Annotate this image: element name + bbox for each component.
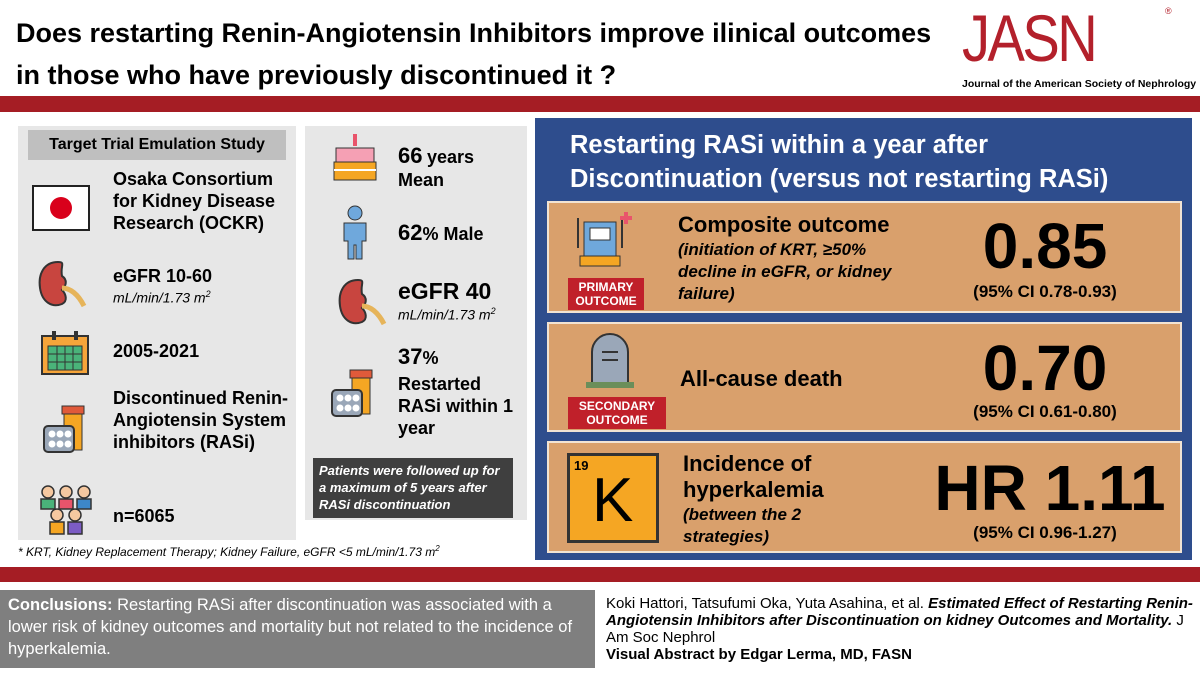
tombstone-icon — [586, 333, 634, 388]
age-unit: years — [426, 147, 474, 167]
male: 62% Male — [398, 220, 484, 246]
kidney-icon — [338, 278, 387, 326]
estimate: 0.85 — [982, 210, 1108, 282]
journal-name: Journal of the American Society of Nephr… — [962, 78, 1197, 90]
divider — [0, 567, 1200, 582]
restarted: 37% — [398, 344, 439, 370]
outcome-tag: PRIMARY OUTCOME — [568, 278, 644, 310]
cake-icon — [333, 134, 377, 181]
sample-size: n=6065 — [113, 506, 175, 526]
outcome-name: All-cause death — [680, 366, 843, 391]
restarted-unit: % — [422, 348, 439, 368]
outcome-detail: (initiation of KRT, ≥50% decline in eGFR… — [678, 240, 892, 303]
unit-text: mL/min/1.73 m — [398, 306, 491, 323]
outcome-name: Composite outcome — [678, 212, 890, 237]
unit-sup: 2 — [490, 306, 496, 316]
results-heading: Restarting RASi within a year after Disc… — [570, 131, 1109, 193]
footnote-sup: 2 — [435, 544, 440, 553]
logo: JASN — [962, 1, 1098, 75]
person-icon — [343, 205, 367, 260]
egfr-range: eGFR 10-60 — [113, 266, 213, 286]
age-value: 66 — [398, 143, 423, 168]
male-label: % Male — [422, 224, 484, 244]
egfr-unit: mL/min/1.73 m2 — [113, 289, 211, 306]
credit: Visual Abstract by Edgar Lerma, MD, FASN — [606, 646, 912, 663]
flag-icon — [32, 185, 90, 231]
study-heading: Target Trial Emulation Study — [28, 130, 286, 160]
footnote-text: * KRT, Kidney Replacement Therapy; Kidne… — [18, 545, 436, 559]
outcome-box — [547, 201, 1182, 313]
unit-text: mL/min/1.73 m — [113, 289, 206, 306]
element-icon — [567, 453, 659, 543]
conclusion-label: Conclusions: — [8, 596, 113, 614]
confidence-interval: (95% CI 0.61-0.80) — [973, 402, 1117, 421]
citation: Koki Hattori, Tatsufumi Oka, Yuta Asahin… — [606, 595, 1196, 663]
restarted-value: 37 — [398, 344, 423, 369]
atomic-number: 19 — [574, 458, 589, 473]
pill-icon — [43, 405, 85, 453]
title: Does restarting Renin-Angiotensin Inhibi… — [16, 18, 932, 90]
estimate: HR 1.11 — [934, 452, 1166, 524]
kidney-icon — [38, 260, 87, 308]
conclusion-text: Restarting RASi after discontinuation wa… — [8, 596, 573, 658]
people-icon — [40, 485, 92, 535]
unit-sup: 2 — [205, 289, 211, 299]
article-title: Estimated Effect of Restarting Renin-Ang… — [606, 595, 1193, 629]
confidence-interval: (95% CI 0.78-0.93) — [973, 282, 1117, 301]
follow-up-note: Patients were followed up for a maximum … — [313, 458, 513, 518]
footnote: * KRT, Kidney Replacement Therapy; Kidne… — [18, 544, 440, 559]
characteristics-panel — [305, 126, 527, 520]
authors: Koki Hattori, Tatsufumi Oka, Yuta Asahin… — [606, 595, 924, 612]
age-stat: Mean — [398, 170, 445, 190]
journal: J Am Soc Nephrol — [606, 612, 1184, 646]
confidence-interval: (95% CI 0.96-1.27) — [973, 523, 1117, 542]
outcome-name: Incidence of hyperkalemia — [683, 451, 824, 502]
divider — [0, 96, 1200, 112]
outcome-tag: SECONDARY OUTCOME — [568, 397, 666, 429]
calendar-icon — [41, 331, 89, 375]
study-period: 2005-2021 — [113, 341, 200, 361]
population: Discontinued Renin-Angiotensin System in… — [113, 388, 288, 452]
element-symbol: K — [592, 466, 634, 535]
egfr-mean: eGFR 40 — [398, 278, 492, 304]
logo-mark: ® — [1165, 6, 1172, 16]
conclusion: Conclusions: Restarting RASi after disco… — [0, 590, 595, 668]
estimate: 0.70 — [982, 332, 1108, 404]
pill-icon — [331, 369, 373, 417]
restarted-label: Restarted RASi within 1 year — [398, 374, 514, 438]
outcome-detail: (between the 2 strategies) — [683, 505, 802, 546]
machine-icon — [577, 212, 632, 267]
male-value: 62 — [398, 220, 423, 245]
age: 66 years — [398, 143, 474, 169]
egfr-unit: mL/min/1.73 m2 — [398, 306, 496, 323]
cohort: Osaka Consortium for Kidney Disease Rese… — [113, 169, 276, 233]
